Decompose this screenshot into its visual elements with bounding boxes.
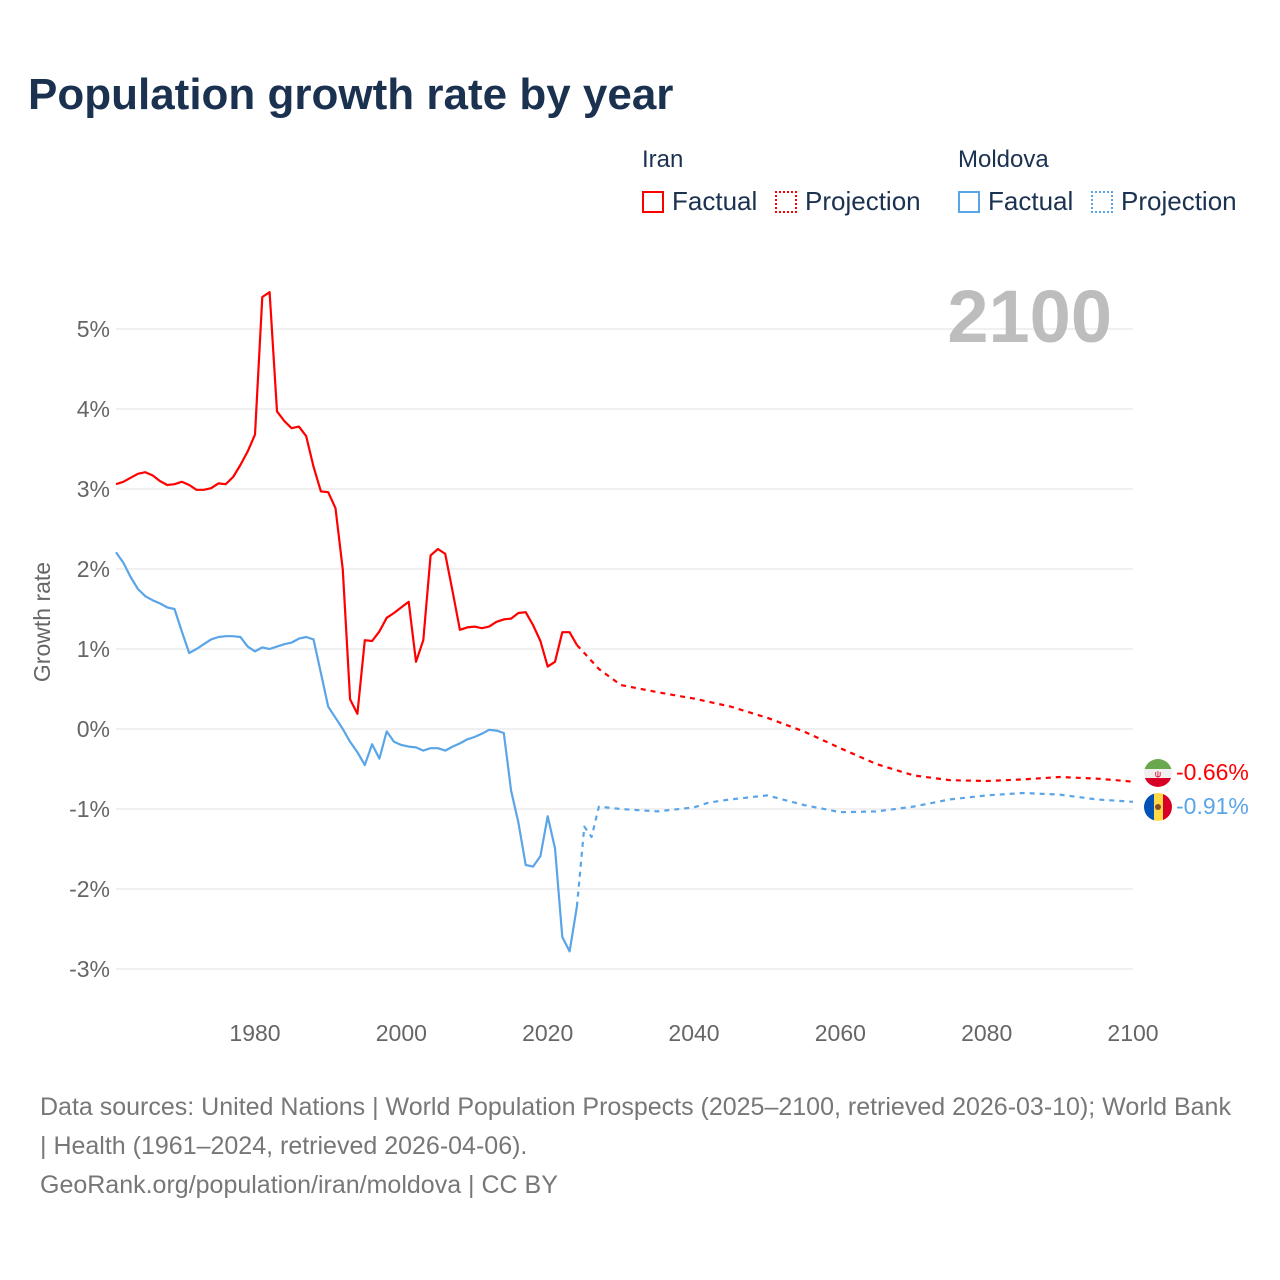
- source-link[interactable]: GeoRank.org/population/iran/moldova | CC…: [40, 1171, 558, 1199]
- series-line-moldova-projection: [575, 791, 1134, 907]
- series-line-iran-projection: [576, 644, 1134, 783]
- moldova-end-label: -0.91%: [1176, 793, 1249, 819]
- legend-label: Factual: [672, 186, 758, 216]
- page-title: Population growth rate by year: [28, 70, 674, 119]
- source-note: Data sources: United Nations | World Pop…: [40, 1088, 1240, 1205]
- legend-moldova-factual[interactable]: Factual: [958, 186, 1073, 217]
- legend-moldova-projection[interactable]: Projection: [1091, 186, 1237, 217]
- y-tick-label: 0%: [77, 716, 110, 742]
- y-axis-label: Growth rate: [29, 562, 55, 682]
- y-tick-label: 2%: [77, 556, 110, 582]
- legend-swatch-solid: [958, 190, 980, 213]
- y-tick-label: 3%: [77, 476, 110, 502]
- x-tick-label: 1980: [229, 1020, 280, 1046]
- y-tick-label: 4%: [77, 396, 110, 422]
- source-line: Data sources: United Nations | World Pop…: [40, 1093, 1231, 1160]
- x-tick-label: 2000: [376, 1020, 427, 1046]
- x-tick-label: 2060: [815, 1020, 866, 1046]
- legend-swatch-dotted: [775, 190, 797, 213]
- y-tick-label: -1%: [69, 796, 110, 822]
- x-tick-label: 2040: [668, 1020, 719, 1046]
- legend-label: Projection: [805, 186, 921, 216]
- svg-text:ψ: ψ: [1155, 769, 1161, 779]
- moldova-flag-icon: [1144, 793, 1172, 821]
- x-tick-label: 2020: [522, 1020, 573, 1046]
- legend-iran-factual[interactable]: Factual: [642, 186, 757, 217]
- series-line-moldova-factual: [115, 551, 578, 953]
- iran-end-label: -0.66%: [1176, 759, 1249, 785]
- year-watermark: 2100: [947, 275, 1112, 358]
- legend-iran-projection[interactable]: Projection: [775, 186, 921, 217]
- legend-swatch-solid: [642, 190, 664, 213]
- series-line-iran-factual: [115, 291, 578, 715]
- legend-group-moldova: Moldova: [958, 146, 1049, 173]
- legend-label: Projection: [1121, 186, 1237, 216]
- x-tick-label: 2100: [1107, 1020, 1158, 1046]
- iran-flag-icon: ψ: [1144, 759, 1172, 787]
- x-tick-label: 2080: [961, 1020, 1012, 1046]
- y-tick-label: 1%: [77, 636, 110, 662]
- legend-swatch-dotted: [1091, 190, 1113, 213]
- y-tick-label: 5%: [77, 316, 110, 342]
- legend-label: Factual: [988, 186, 1074, 216]
- legend-group-iran: Iran: [642, 146, 684, 173]
- y-tick-label: -3%: [69, 956, 110, 982]
- y-tick-label: -2%: [69, 876, 110, 902]
